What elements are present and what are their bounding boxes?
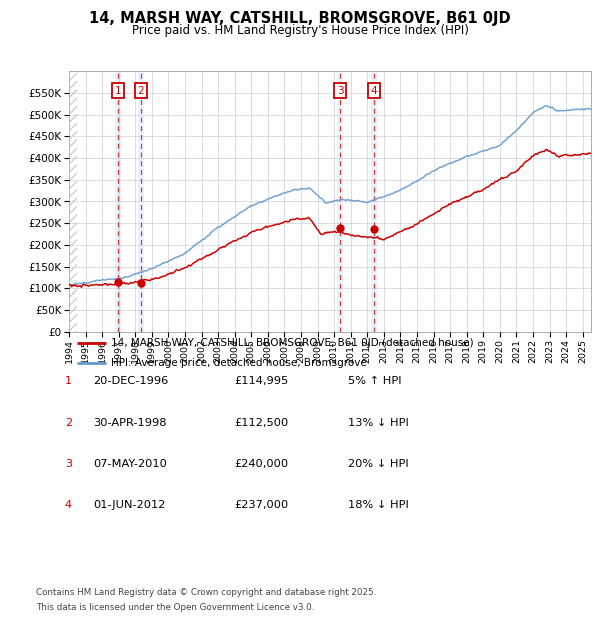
Text: 13% ↓ HPI: 13% ↓ HPI: [348, 418, 409, 428]
Text: 20-DEC-1996: 20-DEC-1996: [93, 376, 168, 386]
Text: 1: 1: [65, 376, 72, 386]
Text: Price paid vs. HM Land Registry's House Price Index (HPI): Price paid vs. HM Land Registry's House …: [131, 24, 469, 37]
Text: 3: 3: [65, 459, 72, 469]
Text: 18% ↓ HPI: 18% ↓ HPI: [348, 500, 409, 510]
Text: 5% ↑ HPI: 5% ↑ HPI: [348, 376, 401, 386]
Text: 4: 4: [65, 500, 72, 510]
Text: £114,995: £114,995: [234, 376, 288, 386]
Text: 07-MAY-2010: 07-MAY-2010: [93, 459, 167, 469]
Text: 14, MARSH WAY, CATSHILL, BROMSGROVE, B61 0JD (detached house): 14, MARSH WAY, CATSHILL, BROMSGROVE, B61…: [111, 339, 473, 348]
Text: 30-APR-1998: 30-APR-1998: [93, 418, 167, 428]
Text: £112,500: £112,500: [234, 418, 288, 428]
Text: 01-JUN-2012: 01-JUN-2012: [93, 500, 166, 510]
Bar: [138, 71, 144, 332]
Bar: [115, 71, 121, 332]
Bar: [337, 71, 343, 332]
Text: Contains HM Land Registry data © Crown copyright and database right 2025.: Contains HM Land Registry data © Crown c…: [36, 588, 376, 596]
Text: 14, MARSH WAY, CATSHILL, BROMSGROVE, B61 0JD: 14, MARSH WAY, CATSHILL, BROMSGROVE, B61…: [89, 11, 511, 26]
Text: £240,000: £240,000: [234, 459, 288, 469]
Text: £237,000: £237,000: [234, 500, 288, 510]
Bar: [69, 71, 77, 332]
Bar: [371, 71, 377, 332]
Text: 1: 1: [115, 86, 122, 96]
Text: This data is licensed under the Open Government Licence v3.0.: This data is licensed under the Open Gov…: [36, 603, 314, 612]
Text: HPI: Average price, detached house, Bromsgrove: HPI: Average price, detached house, Brom…: [111, 358, 367, 368]
Text: 20% ↓ HPI: 20% ↓ HPI: [348, 459, 409, 469]
Text: 3: 3: [337, 86, 343, 96]
Text: 4: 4: [371, 86, 377, 96]
Text: 2: 2: [137, 86, 144, 96]
Text: 2: 2: [65, 418, 72, 428]
